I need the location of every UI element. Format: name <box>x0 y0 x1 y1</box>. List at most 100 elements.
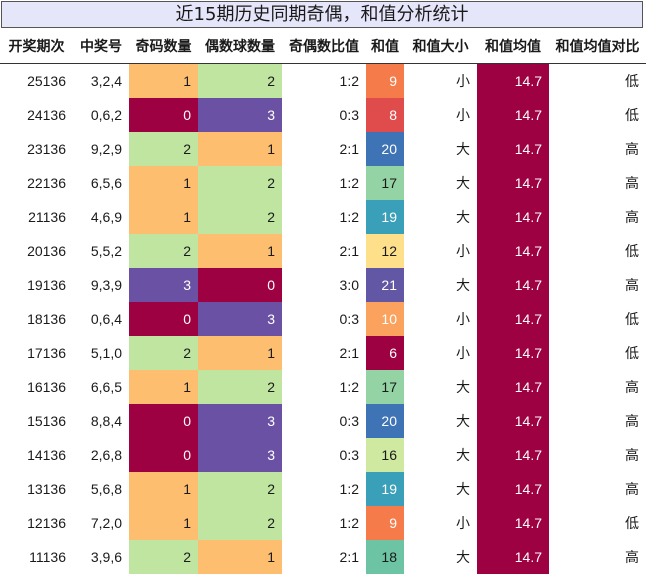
mean-compare-cell: 高 <box>625 209 639 225</box>
odd-count-cell: 1 <box>129 200 198 234</box>
table-row: 13136 5,6,8 1 2 1:2 19 大 14.7 高 <box>0 472 646 506</box>
mean-compare-cell: 高 <box>625 175 639 191</box>
issue-cell: 25136 <box>27 73 66 89</box>
sum-size-cell: 小 <box>456 73 470 89</box>
table-row: 20136 5,5,2 2 1 2:1 12 小 14.7 低 <box>0 234 646 268</box>
numbers-cell: 9,3,9 <box>90 277 122 293</box>
sum-cell: 10 <box>366 302 404 336</box>
odd-even-sum-table: 开奖期次 中奖号 奇码数量 偶数球数量 奇偶数比值 和值 和值大小 和值均值 和… <box>0 29 646 574</box>
mean-compare-cell: 高 <box>625 549 639 565</box>
odd-count-cell: 0 <box>129 438 198 472</box>
table-body: 25136 3,2,4 1 2 1:2 9 小 14.7 低 24136 0,6,2 0 3 0:3 8 小 1… <box>0 63 646 574</box>
table-row: 19136 9,3,9 3 0 3:0 21 大 14.7 高 <box>0 268 646 302</box>
even-count-cell: 3 <box>198 302 282 336</box>
even-count-cell: 2 <box>198 63 282 98</box>
table-row: 23136 9,2,9 2 1 2:1 20 大 14.7 高 <box>0 132 646 166</box>
col-header-ratio: 奇偶数比值 <box>282 29 366 64</box>
sum-size-cell: 大 <box>456 175 470 191</box>
ratio-cell: 0:3 <box>339 447 359 463</box>
numbers-cell: 9,2,9 <box>90 141 122 157</box>
issue-cell: 12136 <box>27 515 66 531</box>
table-row: 24136 0,6,2 0 3 0:3 8 小 14.7 低 <box>0 98 646 132</box>
sum-mean-cell: 14.7 <box>477 302 549 336</box>
issue-cell: 11136 <box>29 549 66 565</box>
even-count-cell: 0 <box>198 268 282 302</box>
sum-size-cell: 大 <box>456 549 470 565</box>
sum-mean-cell: 14.7 <box>477 540 549 574</box>
even-count-cell: 3 <box>198 404 282 438</box>
issue-cell: 18136 <box>27 311 66 327</box>
sum-cell: 6 <box>366 336 404 370</box>
ratio-cell: 1:2 <box>339 175 359 191</box>
numbers-cell: 3,9,6 <box>90 549 122 565</box>
table-row: 18136 0,6,4 0 3 0:3 10 小 14.7 低 <box>0 302 646 336</box>
even-count-cell: 1 <box>198 234 282 268</box>
numbers-cell: 2,6,8 <box>90 447 122 463</box>
sum-mean-cell: 14.7 <box>477 336 549 370</box>
issue-cell: 13136 <box>27 481 66 497</box>
ratio-cell: 1:2 <box>339 379 359 395</box>
sum-cell: 17 <box>366 370 404 404</box>
header-row: 开奖期次 中奖号 奇码数量 偶数球数量 奇偶数比值 和值 和值大小 和值均值 和… <box>0 29 646 64</box>
numbers-cell: 6,6,5 <box>90 379 122 395</box>
ratio-cell: 2:1 <box>339 549 359 565</box>
mean-compare-cell: 高 <box>625 447 639 463</box>
ratio-cell: 3:0 <box>339 277 359 293</box>
odd-count-cell: 1 <box>129 506 198 540</box>
even-count-cell: 2 <box>198 506 282 540</box>
sum-size-cell: 大 <box>456 379 470 395</box>
sum-size-cell: 小 <box>456 107 470 123</box>
sum-mean-cell: 14.7 <box>477 506 549 540</box>
numbers-cell: 5,1,0 <box>90 345 122 361</box>
sum-cell: 12 <box>366 234 404 268</box>
ratio-cell: 2:1 <box>339 141 359 157</box>
mean-compare-cell: 低 <box>625 73 639 89</box>
sum-size-cell: 大 <box>456 481 470 497</box>
ratio-cell: 0:3 <box>339 413 359 429</box>
ratio-cell: 0:3 <box>339 107 359 123</box>
numbers-cell: 4,6,9 <box>90 209 122 225</box>
odd-count-cell: 2 <box>129 132 198 166</box>
numbers-cell: 7,2,0 <box>90 515 122 531</box>
issue-cell: 16136 <box>27 379 66 395</box>
sum-cell: 20 <box>366 404 404 438</box>
ratio-cell: 2:1 <box>339 345 359 361</box>
sum-size-cell: 大 <box>456 447 470 463</box>
mean-compare-cell: 高 <box>625 481 639 497</box>
col-header-mean-compare: 和值均值对比 <box>549 29 646 64</box>
ratio-cell: 0:3 <box>339 311 359 327</box>
ratio-cell: 1:2 <box>339 515 359 531</box>
even-count-cell: 2 <box>198 166 282 200</box>
sum-size-cell: 小 <box>456 311 470 327</box>
numbers-cell: 3,2,4 <box>90 73 122 89</box>
even-count-cell: 1 <box>198 336 282 370</box>
sum-cell: 9 <box>366 506 404 540</box>
sum-mean-cell: 14.7 <box>477 98 549 132</box>
sum-size-cell: 小 <box>456 515 470 531</box>
sum-cell: 20 <box>366 132 404 166</box>
odd-count-cell: 1 <box>129 370 198 404</box>
issue-cell: 24136 <box>27 107 66 123</box>
issue-cell: 14136 <box>27 447 66 463</box>
even-count-cell: 2 <box>198 200 282 234</box>
sum-cell: 16 <box>366 438 404 472</box>
numbers-cell: 0,6,4 <box>90 311 122 327</box>
issue-cell: 21136 <box>28 209 66 225</box>
numbers-cell: 0,6,2 <box>90 107 122 123</box>
issue-cell: 15136 <box>27 413 66 429</box>
numbers-cell: 5,6,8 <box>90 481 122 497</box>
mean-compare-cell: 低 <box>625 311 639 327</box>
table-row: 16136 6,6,5 1 2 1:2 17 大 14.7 高 <box>0 370 646 404</box>
sum-cell: 21 <box>366 268 404 302</box>
odd-count-cell: 1 <box>129 166 198 200</box>
sum-cell: 19 <box>366 200 404 234</box>
even-count-cell: 2 <box>198 472 282 506</box>
col-header-numbers: 中奖号 <box>73 29 129 64</box>
sum-mean-cell: 14.7 <box>477 268 549 302</box>
table-row: 11136 3,9,6 2 1 2:1 18 大 14.7 高 <box>0 540 646 574</box>
mean-compare-cell: 高 <box>625 413 639 429</box>
sum-cell: 17 <box>366 166 404 200</box>
col-header-issue: 开奖期次 <box>0 29 73 64</box>
table-row: 25136 3,2,4 1 2 1:2 9 小 14.7 低 <box>0 63 646 98</box>
issue-cell: 17136 <box>27 345 66 361</box>
